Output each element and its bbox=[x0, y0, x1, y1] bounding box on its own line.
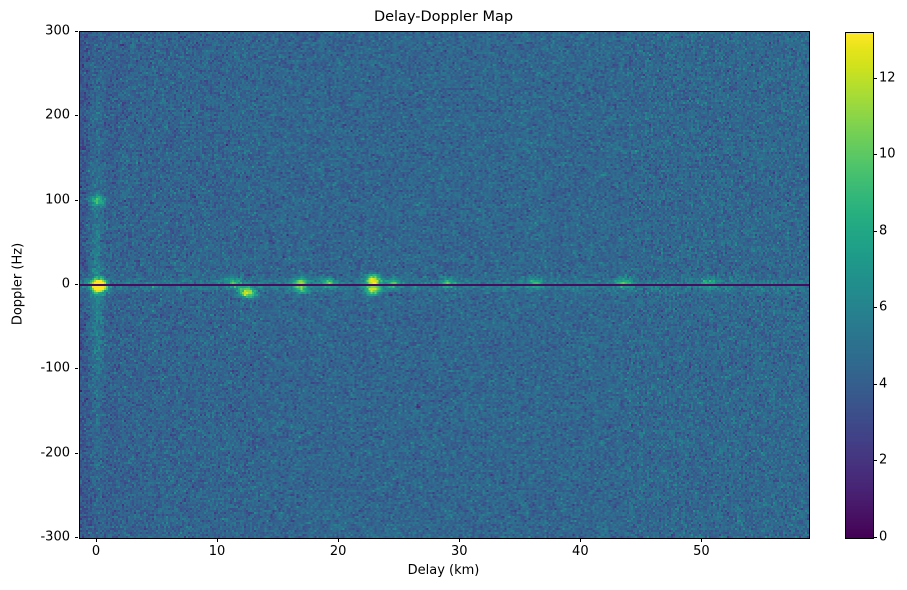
y-tick-mark bbox=[74, 115, 78, 117]
colorbar-tick-label: 2 bbox=[879, 452, 888, 468]
y-tick-mark bbox=[74, 199, 78, 201]
colorbar-gradient bbox=[846, 33, 873, 538]
colorbar-tick-mark bbox=[873, 460, 877, 462]
x-tick-label: 10 bbox=[208, 544, 226, 559]
y-tick-mark bbox=[74, 368, 78, 370]
heatmap-axes bbox=[79, 31, 810, 539]
y-tick-label: -300 bbox=[40, 529, 70, 545]
y-tick-mark bbox=[74, 284, 78, 285]
y-tick-label: 0 bbox=[61, 276, 70, 292]
x-axis-label: Delay (km) bbox=[407, 563, 480, 578]
x-tick-mark bbox=[217, 538, 219, 542]
y-tick-label: 200 bbox=[45, 107, 70, 123]
y-tick-label: 100 bbox=[45, 192, 70, 208]
page-title: Delay-Doppler Map bbox=[373, 9, 514, 25]
y-tick-mark bbox=[74, 31, 78, 32]
colorbar-tick-label: 10 bbox=[879, 146, 896, 162]
x-tick-label: 20 bbox=[329, 544, 347, 559]
colorbar-tick-mark bbox=[873, 77, 877, 79]
colorbar-tick-mark bbox=[873, 154, 877, 156]
x-tick-mark bbox=[701, 538, 703, 542]
colorbar-tick-mark bbox=[873, 307, 877, 309]
x-tick-mark bbox=[95, 538, 97, 542]
x-tick-label: 30 bbox=[450, 544, 468, 559]
colorbar-tick-label: 4 bbox=[879, 376, 888, 392]
x-tick-label: 50 bbox=[693, 544, 710, 559]
colorbar-tick-label: 8 bbox=[879, 223, 888, 239]
colorbar-tick-label: 6 bbox=[879, 299, 888, 315]
colorbar-tick-mark bbox=[873, 383, 877, 385]
x-tick-mark bbox=[459, 538, 461, 542]
colorbar bbox=[845, 32, 874, 539]
x-tick-mark bbox=[580, 538, 582, 542]
y-tick-mark bbox=[74, 537, 78, 538]
x-tick-label: 40 bbox=[572, 544, 589, 559]
y-axis-label: Doppler (Hz) bbox=[10, 242, 26, 326]
x-tick-mark bbox=[338, 538, 340, 542]
y-tick-label: 300 bbox=[45, 23, 70, 39]
x-tick-label: 0 bbox=[91, 544, 101, 559]
colorbar-tick-mark bbox=[873, 537, 877, 538]
colorbar-tick-label: 12 bbox=[879, 70, 896, 86]
colorbar-tick-mark bbox=[873, 230, 877, 232]
colorbar-tick-label: 0 bbox=[879, 529, 888, 545]
y-tick-label: -200 bbox=[40, 445, 70, 461]
delay-doppler-heatmap bbox=[80, 32, 809, 538]
y-tick-label: -100 bbox=[40, 360, 70, 376]
y-tick-mark bbox=[74, 452, 78, 454]
